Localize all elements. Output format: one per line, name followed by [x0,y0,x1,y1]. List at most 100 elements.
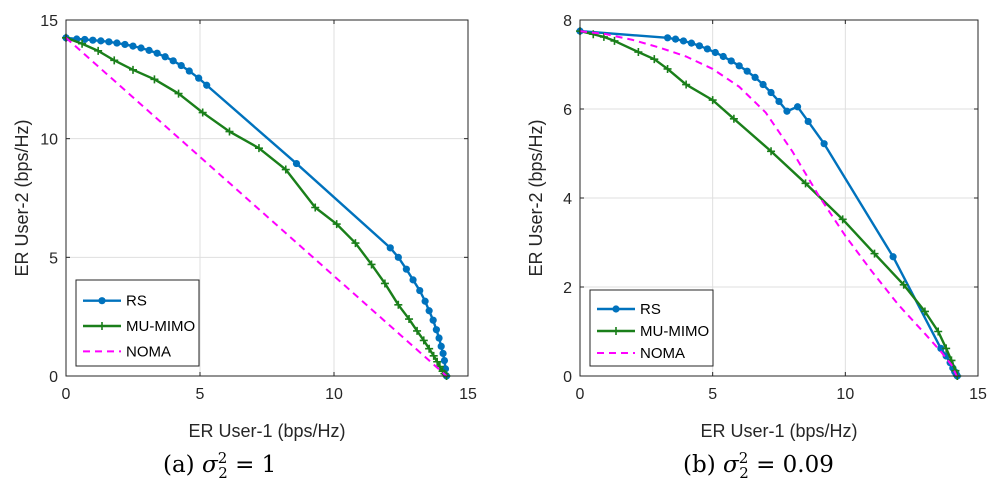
data-point [767,147,776,156]
series-line-rs [579,29,959,377]
series-line-rs [65,36,448,377]
data-point [311,203,320,212]
x-tick-label: 10 [836,386,854,403]
data-point [937,344,945,353]
data-point [419,336,428,345]
series-noma [65,37,448,377]
data-point [889,253,897,261]
data-point [292,159,301,168]
data-point [413,326,422,335]
data-point [870,249,879,258]
data-point [129,65,137,74]
data-point [386,244,394,252]
data-point [679,37,688,45]
data-point [920,307,929,316]
legend-label: MU-MIMO [640,323,709,340]
data-point [421,297,429,305]
data-point [174,89,183,98]
data-point [409,276,417,284]
data-point [425,307,433,315]
series-line-noma [65,37,448,377]
legend-marker [98,297,106,305]
y-tick-label: 0 [563,369,572,386]
data-point [634,48,643,57]
series-mu-mimo [576,27,962,380]
data-point [153,49,161,57]
y-tick-label: 6 [563,102,572,119]
x-tick-label: 5 [708,386,717,403]
data-point [610,36,619,45]
data-point [425,344,434,353]
data-point [185,67,193,75]
data-point [113,39,121,47]
x-tick-label: 0 [62,386,71,403]
legend-label: NOMA [126,343,171,360]
data-point [727,57,735,65]
x-tick-label: 15 [459,386,477,403]
data-point [254,144,263,153]
data-point [195,74,203,82]
data-point [367,260,376,269]
data-point [759,80,767,89]
data-point [804,117,812,126]
data-point [150,75,159,84]
x-axis-label: ER User-1 (bps/Hz) [700,421,857,441]
data-point [435,334,443,342]
x-axis-label: ER User-1 (bps/Hz) [188,421,345,441]
data-point [767,88,775,97]
data-point [145,46,153,54]
y-tick-label: 10 [40,132,58,149]
axes-box [65,19,469,377]
data-point [129,42,137,50]
data-point [429,316,437,324]
data-point [687,39,696,47]
data-point [380,279,389,288]
data-point [121,40,129,49]
data-point [711,48,719,57]
data-point [137,44,145,52]
data-point [405,315,414,324]
data-point [105,38,113,46]
legend: RS MU-MIMO NOMA [75,279,200,367]
legend-label: MU-MIMO [126,318,195,335]
data-point [429,351,438,360]
panel-caption: (b) σ2 2 = 0.09 [683,449,834,482]
series-rs [62,34,451,380]
data-point [801,179,810,188]
data-point [89,36,97,44]
data-point [394,300,403,309]
chart-panel-a: 0 5 10 15 0 5 10 15 RS MU-MIMO NOMA ER User-1 (bps/… [12,13,477,482]
data-point [432,326,440,334]
x-tick-label: 10 [325,386,343,403]
series-line-noma [579,30,958,377]
data-point [203,81,211,89]
data-point [751,73,759,82]
y-axis-label: ER User-2 (bps/Hz) [12,119,32,276]
y-axis-label: ER User-2 (bps/Hz) [526,119,546,276]
data-point [783,107,791,115]
data-point [394,253,402,261]
data-point [198,108,207,117]
data-point [416,286,424,295]
data-point [743,67,751,75]
series-noma [579,30,958,377]
y-tick-label: 5 [49,250,58,267]
data-point [332,220,341,229]
data-point [169,57,177,65]
y-tick-label: 0 [49,369,58,386]
data-point [110,56,119,65]
data-point [94,46,103,55]
data-point [899,280,908,289]
data-point [942,344,951,353]
data-point [402,265,410,273]
legend-marker [612,327,620,335]
data-point [682,80,691,89]
y-tick-label: 15 [40,13,58,30]
data-point [81,35,89,44]
x-tick-label: 15 [969,386,987,403]
data-point [663,64,672,73]
panel-caption: (a) σ2 2 = 1 [163,449,276,482]
axes-box [579,19,979,377]
data-point [729,114,738,123]
